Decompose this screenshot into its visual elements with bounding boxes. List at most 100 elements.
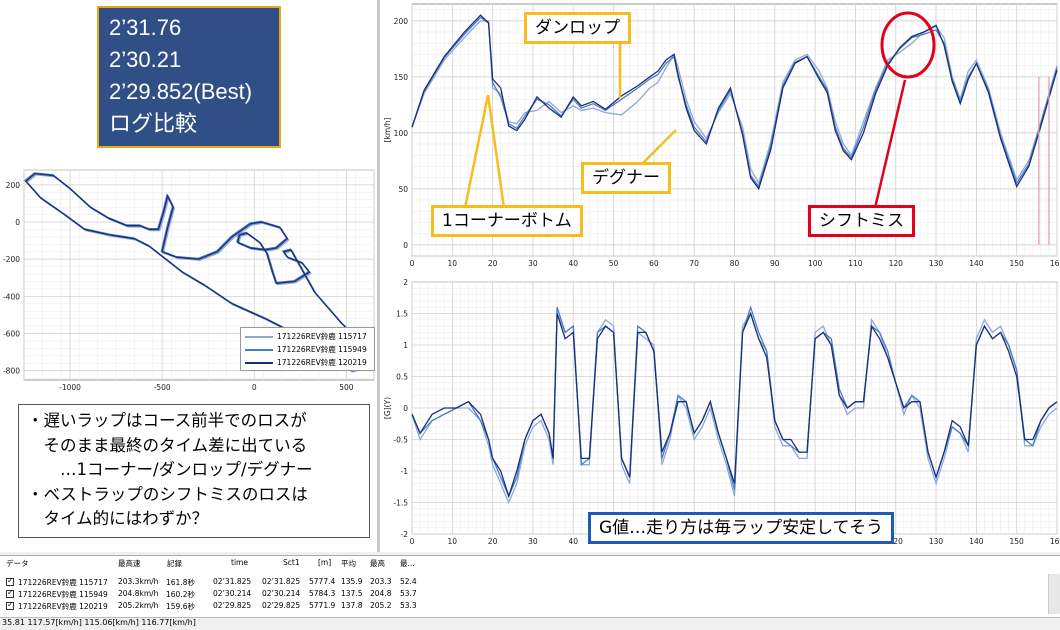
log-compare-title: ログ比較 <box>109 111 198 136</box>
y-tick-label: 2 <box>403 278 408 287</box>
x-tick-label: 10 <box>448 537 458 546</box>
panel-splitter[interactable] <box>377 0 380 552</box>
x-tick-label: 140 <box>969 259 984 268</box>
x-tick-label: 130 <box>929 259 944 268</box>
x-tick-label: 160 <box>1050 259 1060 268</box>
table-cell: 02’31.825 <box>213 577 252 586</box>
lap-times-box: 2’31.76 2’30.21 2’29.852(Best) ログ比較 <box>97 6 281 148</box>
x-tick-label: 30 <box>528 537 538 546</box>
table-cell: 52.4 <box>400 577 417 586</box>
x-tick-label: 150 <box>1010 537 1025 546</box>
x-tick-label: 80 <box>730 259 740 268</box>
y-tick-label: 100 <box>394 129 409 138</box>
table-cell: 02’29.825 <box>262 601 301 610</box>
table-row[interactable]: 171226REV鈴鹿 120219 205.2km/h 159.6秒 02’2… <box>0 600 1060 613</box>
y-tick-label: -600 <box>3 330 20 339</box>
col-header[interactable]: 最高速 <box>118 559 141 568</box>
y-tick-label: -2 <box>401 530 409 539</box>
y-tick-label: -400 <box>3 292 20 301</box>
table-scrollbar[interactable] <box>1048 574 1060 614</box>
table-cell: 171226REV鈴鹿 115949 <box>18 590 108 599</box>
y-tick-label: 50 <box>398 185 408 194</box>
x-tick-label: 50 <box>609 259 619 268</box>
x-tick-label: 500 <box>339 383 354 392</box>
y-tick-label: 150 <box>394 73 409 82</box>
x-tick-label: 150 <box>1010 259 1025 268</box>
col-header[interactable]: 最... <box>400 559 415 568</box>
y-tick-label: -200 <box>3 255 20 264</box>
y-tick-label: 0.5 <box>396 373 408 382</box>
x-tick-label: 0 <box>410 259 415 268</box>
table-cell: 204.8 <box>370 589 392 598</box>
x-tick-label: 40 <box>568 259 578 268</box>
note-line: そのまま最終のタイム差に出ている <box>27 435 308 455</box>
x-tick-label: 100 <box>808 259 823 268</box>
table-cell: 203.3km/h <box>118 577 159 586</box>
y-tick-label: 0 <box>403 241 408 250</box>
connector-shiftmiss <box>873 79 907 209</box>
legend-item: 171226REV鈴鹿 120219 <box>245 356 370 369</box>
x-tick-label: 110 <box>848 259 863 268</box>
row-checkbox[interactable] <box>6 588 14 598</box>
lap-time-best: 2’29.852(Best) <box>109 79 253 104</box>
x-tick-label: 90 <box>770 259 780 268</box>
row-checkbox[interactable] <box>6 600 14 610</box>
table-cell: 161.8秒 <box>166 578 195 587</box>
x-tick-label: 60 <box>649 259 659 268</box>
note-line: ・遅いラップはコース前半でのロスが <box>27 411 307 430</box>
table-cell: 02’29.825 <box>213 601 252 610</box>
table-cell: 203.3 <box>370 577 392 586</box>
col-header[interactable]: 平均 <box>341 559 356 568</box>
table-cell: 159.6秒 <box>166 602 195 611</box>
col-header[interactable]: 記録 <box>167 559 182 568</box>
row-checkbox[interactable] <box>6 576 14 586</box>
table-cell: 171226REV鈴鹿 115717 <box>18 578 108 587</box>
series-line <box>411 14 1058 191</box>
table-cell: 5784.3 <box>309 589 336 598</box>
x-tick-label: 70 <box>689 259 699 268</box>
legend-swatch <box>245 348 273 351</box>
note-line: ・ベストラップのシフトミスのロスは <box>27 484 308 504</box>
y-tick-label: -1 <box>401 467 409 476</box>
legend-label: 171226REV鈴鹿 115717 <box>277 332 367 341</box>
lap-time-1: 2’31.76 <box>109 15 182 40</box>
col-header[interactable]: 最高 <box>370 559 385 568</box>
table-cell: 02’30.214 <box>213 589 252 598</box>
table-cell: 137.8 <box>341 601 363 610</box>
y-tick-label: 200 <box>394 17 409 26</box>
note-line: …1コーナー/ダンロップ/デグナー <box>27 460 313 479</box>
table-cell: 5771.9 <box>309 601 336 610</box>
callout-dunlop: ダンロップ <box>524 12 631 44</box>
col-header[interactable]: データ <box>6 559 29 568</box>
table-cell: 171226REV鈴鹿 120219 <box>18 602 108 611</box>
lap-time-2: 2’30.21 <box>109 47 182 72</box>
x-tick-label: 0 <box>410 537 415 546</box>
x-tick-label: 30 <box>528 259 538 268</box>
connector-degner <box>639 129 677 167</box>
table-cell: 02’30.214 <box>262 589 301 598</box>
table-cell: 135.9 <box>341 577 363 586</box>
g-value-chart: 0102030405060708090100110120130140150160… <box>383 278 1060 546</box>
y-axis-label: [km/h] <box>383 118 392 143</box>
table-header-row: データ 最高速 記録 time Sct1 [m] 平均 最高 最... <box>0 558 1060 570</box>
x-tick-label: 130 <box>929 537 944 546</box>
table-cell: 204.8km/h <box>118 589 159 598</box>
x-tick-label: 20 <box>488 259 498 268</box>
table-cell: 02’31.825 <box>262 577 301 586</box>
callout-corner1: 1コーナーボトム <box>431 205 583 237</box>
table-cell: 205.2km/h <box>118 601 159 610</box>
table-cell: 160.2秒 <box>166 590 195 599</box>
y-tick-label: -800 <box>3 367 20 376</box>
col-header[interactable]: time <box>231 558 248 567</box>
table-cell: 205.2 <box>370 601 392 610</box>
legend-label: 171226REV鈴鹿 115949 <box>277 345 367 354</box>
table-row[interactable]: 171226REV鈴鹿 115717 203.3km/h 161.8秒 02’3… <box>0 576 1060 589</box>
col-header[interactable]: [m] <box>318 558 332 567</box>
callout-shiftmiss: シフトミス <box>808 205 915 237</box>
x-tick-label: 10 <box>448 259 458 268</box>
col-header[interactable]: Sct1 <box>283 558 300 567</box>
legend-item: 171226REV鈴鹿 115949 <box>245 343 370 356</box>
notes-box: ・遅いラップはコース前半でのロスが そのまま最終のタイム差に出ている …1コーナ… <box>18 404 370 538</box>
table-row[interactable]: 171226REV鈴鹿 115949 204.8km/h 160.2秒 02’3… <box>0 588 1060 601</box>
table-cell: 137.5 <box>341 589 363 598</box>
